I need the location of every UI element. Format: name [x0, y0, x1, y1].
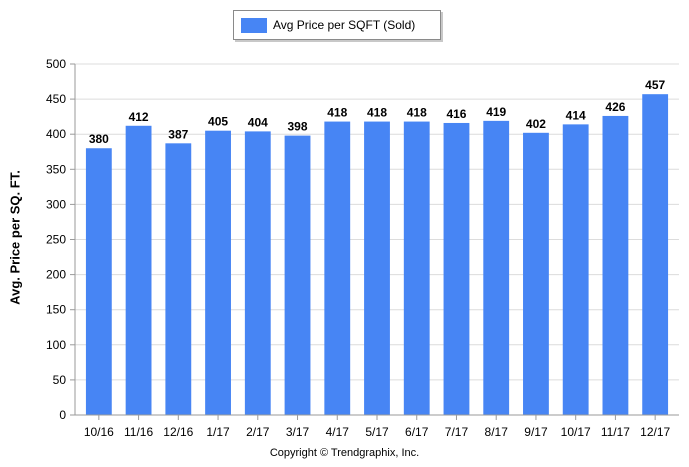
bar — [562, 124, 589, 415]
x-axis-ticks: 10/16 11/16 12/16 1/17 2/17 3/17 4/17 5/17 6/17 7… — [84, 415, 670, 439]
bar — [602, 115, 629, 415]
bar-value-label: 418 — [367, 106, 387, 120]
bar-value-label: 404 — [248, 115, 268, 129]
x-tick-label: 5/17 — [365, 425, 389, 439]
bar-value-label: 402 — [526, 117, 546, 131]
bar — [642, 94, 669, 415]
x-tick-label: 2/17 — [246, 425, 270, 439]
bar-value-label: 412 — [129, 110, 149, 124]
bar — [85, 148, 112, 416]
y-tick-label: 500 — [46, 57, 66, 71]
x-tick-label: 9/17 — [524, 425, 548, 439]
bar-value-label: 398 — [288, 120, 308, 134]
bar — [443, 122, 470, 415]
x-tick-label: 6/17 — [405, 425, 429, 439]
bar-value-label: 414 — [566, 108, 586, 122]
bar-value-label: 416 — [446, 107, 466, 121]
y-tick-label: 400 — [46, 127, 66, 141]
y-axis-ticks: 0 50 100 150 200 250 300 350 400 450 500 — [46, 57, 75, 422]
bar — [523, 132, 549, 415]
bar-value-label: 418 — [407, 106, 427, 120]
x-tick-label: 12/17 — [640, 425, 670, 439]
y-tick-label: 450 — [46, 92, 66, 106]
x-tick-label: 12/16 — [163, 425, 193, 439]
bar — [364, 121, 390, 416]
data-labels: 380 412 387 405 404 398 418 418 418 416 419 402 414 4… — [89, 78, 666, 146]
bar-series — [85, 94, 669, 416]
bar — [165, 143, 192, 416]
bar — [483, 120, 510, 415]
y-axis-title: Avg. Price per SQ. FT. — [7, 170, 23, 305]
x-tick-label: 11/17 — [601, 425, 630, 439]
x-tick-label: 3/17 — [286, 425, 310, 439]
x-tick-label: 10/16 — [84, 425, 114, 439]
y-tick-label: 150 — [46, 303, 66, 317]
legend-swatch — [241, 18, 267, 33]
bar — [403, 121, 430, 416]
bar-value-label: 405 — [208, 115, 228, 129]
copyright-text: Copyright © Trendgraphix, Inc. — [269, 447, 420, 459]
x-tick-label: 10/17 — [561, 425, 591, 439]
x-tick-label: 4/17 — [326, 425, 350, 439]
bar — [205, 130, 231, 415]
bar-value-label: 457 — [645, 78, 665, 92]
y-tick-label: 100 — [46, 338, 66, 352]
bar-value-label: 419 — [486, 105, 506, 119]
y-tick-label: 250 — [46, 233, 66, 247]
y-tick-label: 50 — [53, 373, 67, 387]
y-tick-label: 0 — [59, 408, 66, 422]
legend-label: Avg Price per SQFT (Sold) — [273, 18, 416, 32]
x-tick-label: 11/16 — [124, 425, 153, 439]
legend: Avg Price per SQFT (Sold) — [233, 10, 441, 40]
y-tick-label: 300 — [46, 197, 66, 211]
bar — [284, 135, 311, 415]
bar-value-label: 418 — [327, 106, 347, 120]
bar — [324, 121, 351, 416]
y-tick-label: 200 — [46, 268, 66, 282]
x-tick-label: 7/17 — [445, 425, 469, 439]
bar — [125, 125, 152, 415]
bar-value-label: 387 — [168, 127, 188, 141]
bar-value-label: 426 — [605, 100, 625, 114]
x-tick-label: 1/17 — [206, 425, 230, 439]
bar — [244, 131, 271, 415]
bar-value-label: 380 — [89, 132, 109, 146]
y-tick-label: 350 — [46, 162, 66, 176]
x-tick-label: 8/17 — [485, 425, 509, 439]
